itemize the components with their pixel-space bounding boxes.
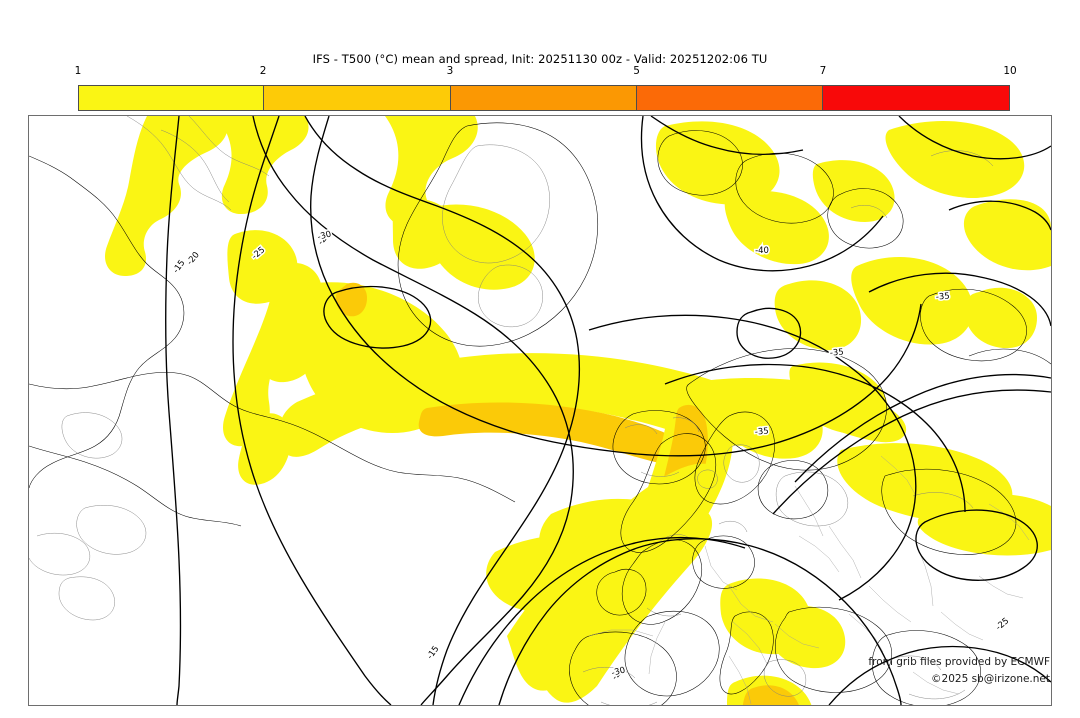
contour-label--30: -30-30 [609, 664, 628, 680]
contour-label--35: -35-35 [753, 425, 771, 439]
spread-shading-layer [105, 116, 1051, 705]
svg-text:-30: -30 [316, 229, 332, 242]
contour-label--40: -40-40 [753, 244, 770, 257]
svg-text:-25: -25 [994, 616, 1011, 633]
svg-text:-20: -20 [185, 250, 202, 267]
svg-text:-40: -40 [755, 246, 769, 256]
colorbar-segment-7-10 [822, 86, 1009, 110]
contour-label--35: -35-35 [934, 290, 952, 304]
colorbar: 1 2 3 5 7 10 [75, 65, 1017, 111]
contour-label--35: -35-35 [828, 346, 846, 360]
svg-text:-35: -35 [935, 291, 950, 302]
colorbar-tick-2: 2 [259, 65, 267, 77]
contour-label--25: -25-25 [993, 615, 1013, 635]
contour-label--20: -20-20 [184, 249, 204, 269]
colorbar-segment-5-7 [636, 86, 823, 110]
contour-label--15: -15-15 [424, 643, 443, 663]
coastline-layer [29, 116, 1051, 705]
colorbar-tick-5: 5 [633, 65, 640, 77]
svg-text:-15: -15 [425, 644, 441, 661]
svg-text:-35: -35 [754, 426, 769, 437]
colorbar-tick-7: 7 [819, 65, 827, 77]
svg-text:-30: -30 [610, 665, 626, 678]
colorbar-segment-2-3 [262, 86, 450, 110]
forecast-map[interactable]: -10-10-15-15-15-15-20-20-20-20-20-20-20-… [28, 115, 1052, 706]
contour-label--30: -30-30 [315, 228, 334, 244]
svg-text:-35: -35 [935, 291, 950, 302]
colorbar-segment-3-5 [449, 86, 637, 110]
colorbar-tick-1: 1 [74, 65, 82, 77]
page-title: IFS - T500 (°C) mean and spread, Init: 2… [312, 52, 768, 66]
svg-text:-35: -35 [754, 426, 769, 437]
colorbar-segments [78, 85, 1010, 111]
map-canvas: -10-10-15-15-15-15-20-20-20-20-20-20-20-… [29, 116, 1051, 705]
colorbar-tick-10: 10 [1003, 65, 1017, 77]
colorbar-segment-1-2 [79, 86, 263, 110]
svg-text:-40: -40 [755, 246, 769, 256]
colorbar-tick-3: 3 [446, 65, 454, 77]
contour-layer [165, 116, 1051, 705]
svg-text:-35: -35 [829, 347, 844, 358]
svg-text:-35: -35 [829, 347, 844, 358]
